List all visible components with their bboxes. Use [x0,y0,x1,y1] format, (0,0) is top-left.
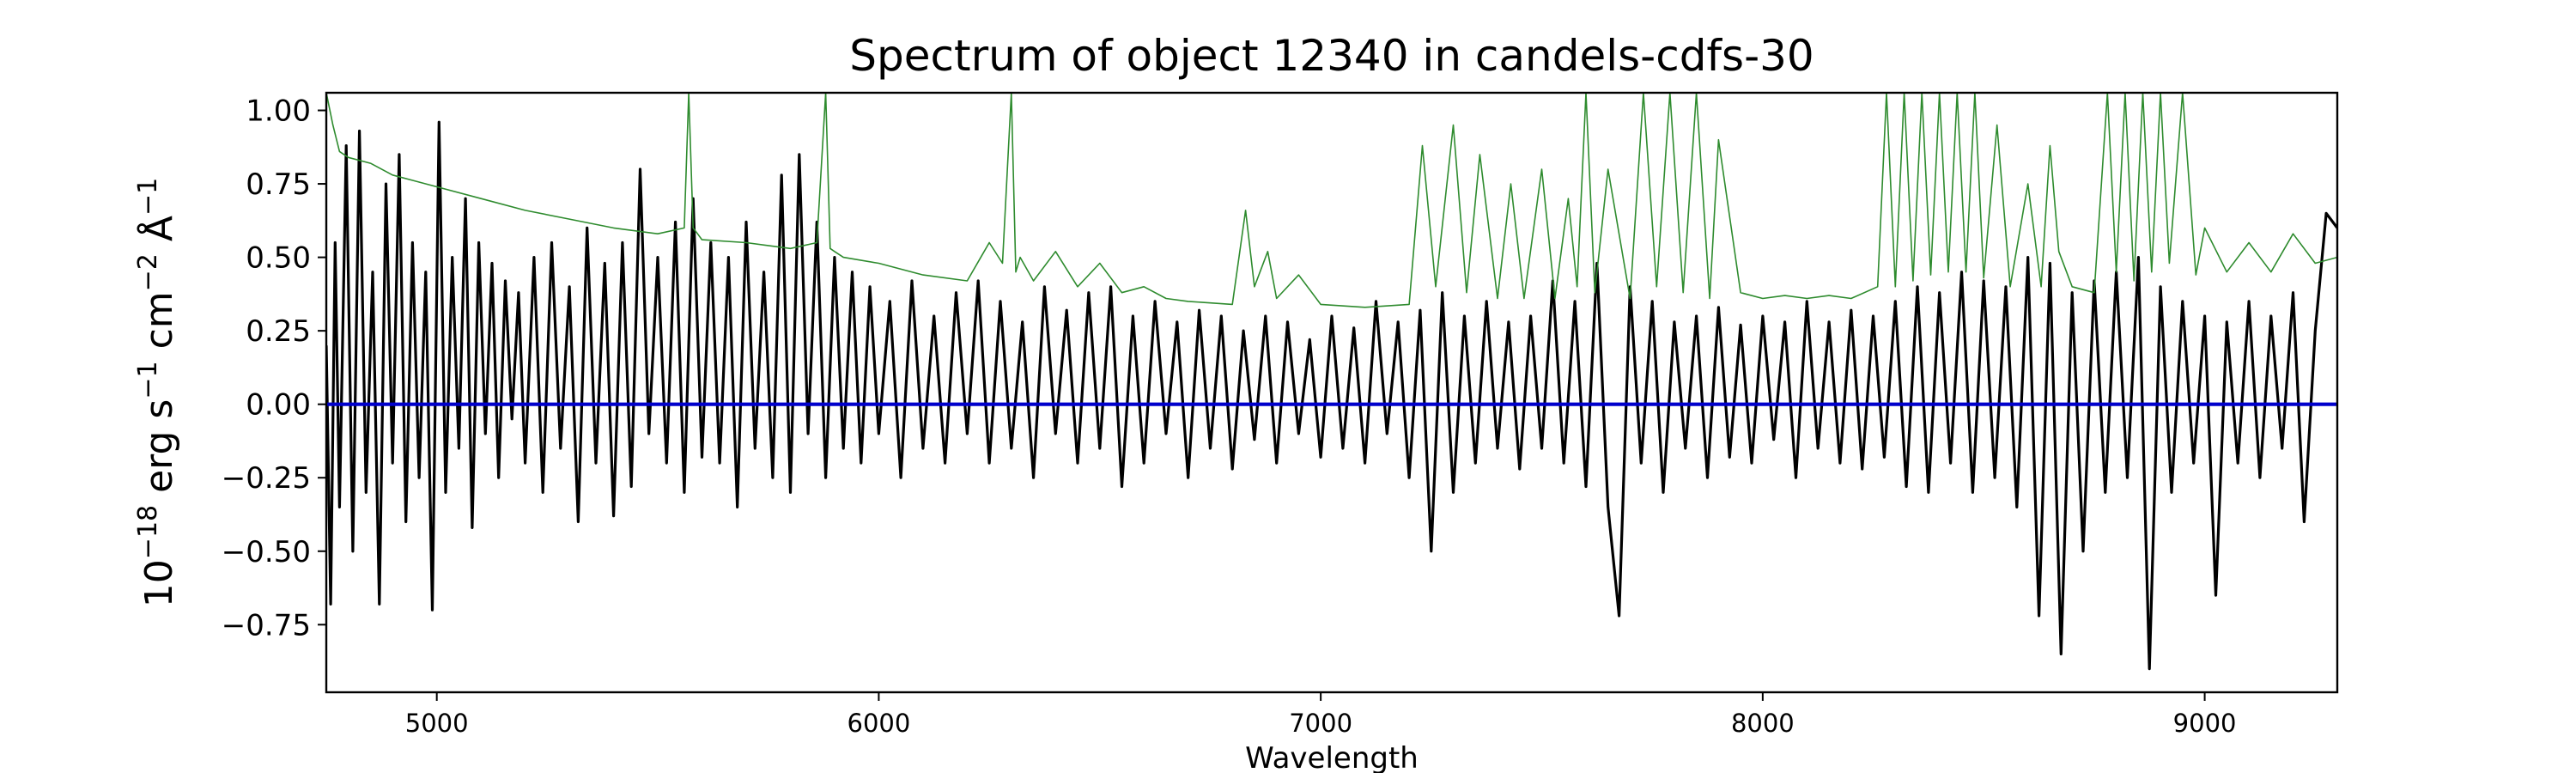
series-layer [326,93,2337,671]
y-tick-label-7: −0.75 [222,608,311,642]
x-tick-label-1: 6000 [848,709,911,738]
y-tick-label-4: 0.00 [246,388,311,423]
ylabel-mid2: cm [137,291,181,361]
series-line-0 [326,120,2337,671]
ylabel-exp1: −18 [133,505,163,559]
x-tick-label-4: 9000 [2173,709,2237,738]
y-axis-label: 10−18 erg s−1 cm−2 Å−1 [133,178,181,607]
y-tick-label-1: 0.75 [246,167,311,202]
y-tick-label-2: 0.50 [246,241,311,276]
y-tick-label-3: 0.25 [246,314,311,349]
x-axis: 5000 6000 7000 8000 9000 [405,692,2237,738]
chart-title: Spectrum of object 12340 in candels-cdfs… [849,31,1814,81]
series-line-1 [326,93,2337,308]
ylabel-exp3: −2 [133,253,163,291]
ylabel-mid3: Å [136,216,181,253]
x-tick-label-3: 8000 [1731,709,1795,738]
y-tick-label-5: −0.25 [222,461,311,496]
ylabel-exp2: −1 [133,361,163,399]
y-axis: 1.00 0.75 0.50 0.25 0.00 −0.25 −0.50 −0.75 [222,94,326,642]
ylabel-base: 10 [137,559,181,607]
y-tick-label-0: 1.00 [246,94,311,129]
y-tick-label-6: −0.50 [222,535,311,569]
x-tick-label-2: 7000 [1289,709,1352,738]
ylabel-mid1: erg s [137,399,181,505]
plot-frame [325,91,2339,694]
x-axis-label: Wavelength [1245,741,1419,773]
ylabel-exp4: −1 [133,178,163,216]
x-tick-label-0: 5000 [405,709,469,738]
